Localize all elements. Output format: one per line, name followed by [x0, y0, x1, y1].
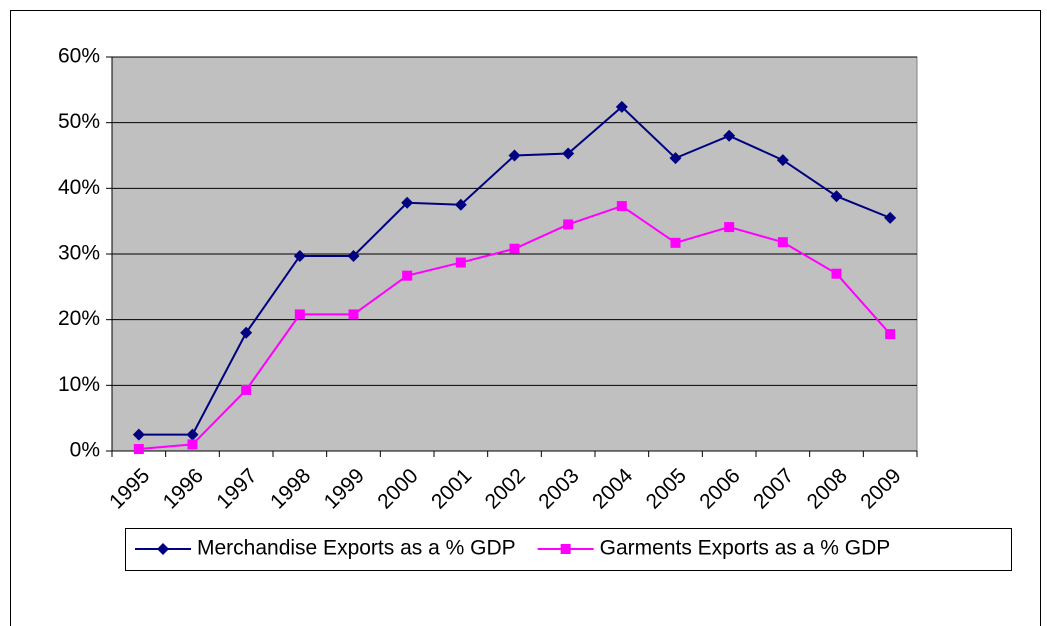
marker: [508, 149, 521, 162]
marker: [293, 249, 306, 262]
marker: [402, 270, 413, 281]
marker: [186, 428, 199, 441]
y-tick-label: 20%: [58, 307, 100, 330]
marker: [723, 129, 736, 142]
marker: [347, 249, 360, 262]
marker: [831, 268, 842, 279]
y-tick-label: 60%: [58, 45, 100, 68]
marker: [157, 543, 169, 555]
marker: [133, 444, 144, 455]
y-tick-label: 30%: [58, 242, 100, 265]
marker: [241, 384, 252, 395]
marker: [724, 222, 735, 233]
y-tick-label: 0%: [70, 439, 100, 462]
marker: [670, 237, 681, 248]
marker: [562, 147, 575, 160]
series: [133, 201, 896, 455]
marker: [885, 329, 896, 340]
marker: [401, 196, 414, 209]
marker: [294, 309, 305, 320]
marker: [616, 201, 627, 212]
marker: [455, 257, 466, 268]
marker: [777, 237, 788, 248]
series: [132, 100, 897, 441]
y-tick-label: 50%: [58, 110, 100, 133]
marker: [830, 190, 843, 203]
marker: [348, 309, 359, 320]
marker: [776, 154, 789, 167]
legend-label: Merchandise Exports as a % GDP: [197, 537, 516, 560]
marker: [884, 211, 897, 224]
legend-label: Garments Exports as a % GDP: [600, 537, 891, 560]
legend: Merchandise Exports as a % GDP Garments E…: [125, 528, 1012, 571]
marker: [615, 100, 628, 113]
marker: [132, 428, 145, 441]
y-tick-label: 40%: [58, 176, 100, 199]
marker: [563, 219, 574, 230]
marker: [240, 326, 253, 339]
y-tick-label: 10%: [58, 373, 100, 396]
marker: [560, 544, 571, 554]
marker: [509, 243, 520, 254]
marker: [669, 152, 682, 165]
marker: [454, 198, 467, 211]
marker: [187, 439, 198, 450]
